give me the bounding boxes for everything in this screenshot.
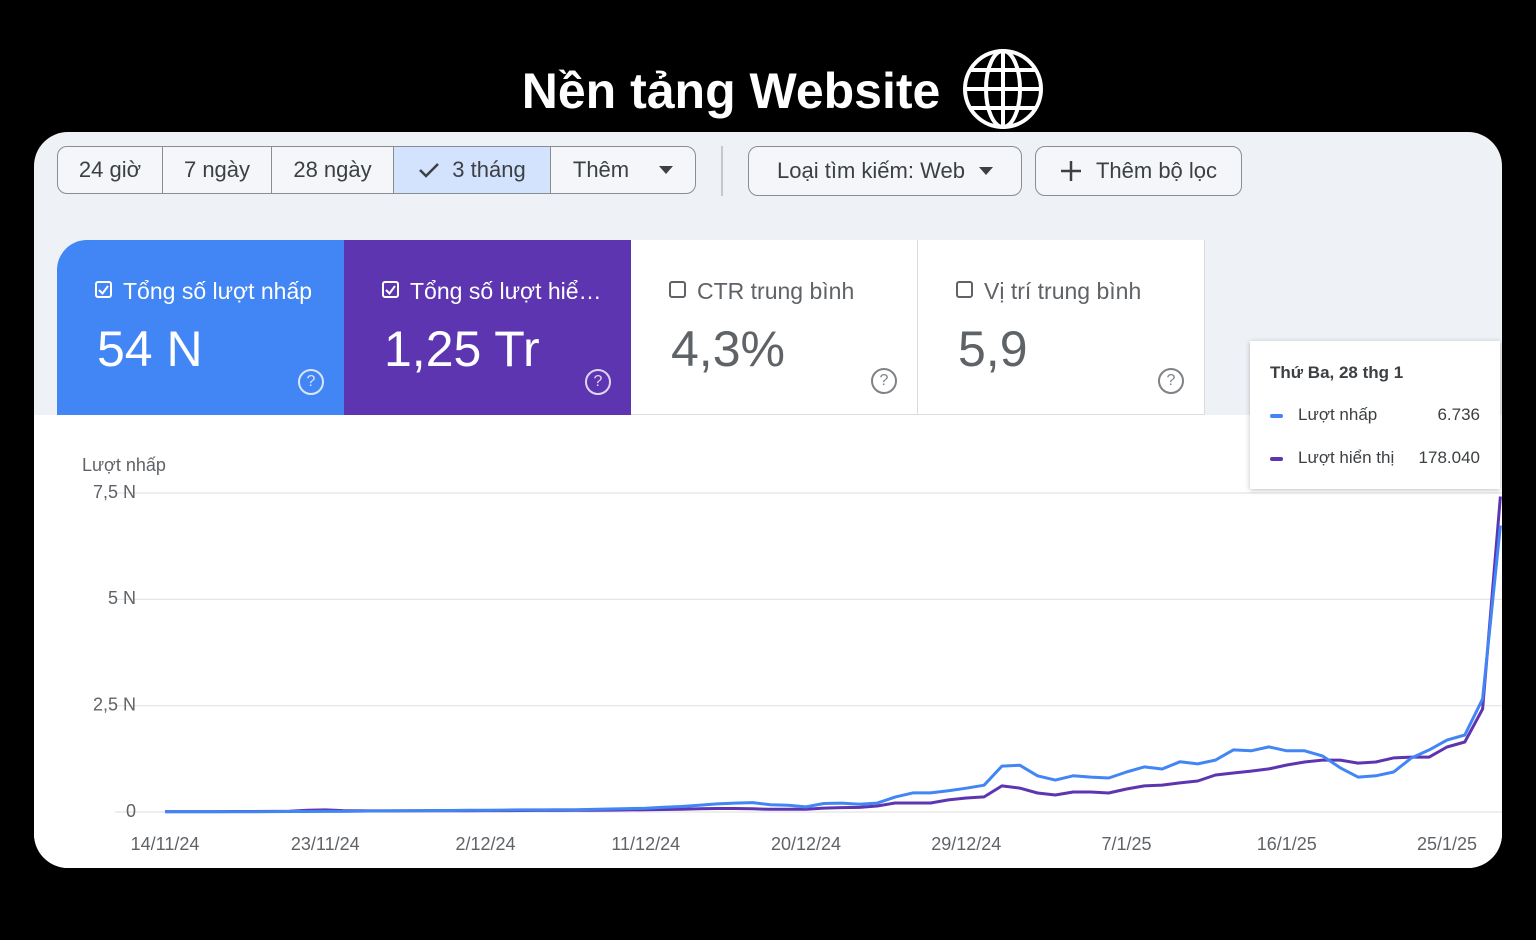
help-icon: ? (1158, 368, 1184, 394)
title-text: Nền tảng Website (521, 63, 941, 119)
legend-swatch (1270, 457, 1283, 461)
tooltip-value: 6.736 (1437, 405, 1480, 424)
metric-value: 5,9 (958, 321, 1028, 377)
x-tick-label: 16/1/25 (1257, 834, 1317, 854)
range-label: 28 ngày (293, 157, 372, 182)
metric-label: Vị trí trung bình (984, 278, 1142, 304)
y-tick-label: 7,5 N (93, 482, 136, 502)
help-icon: ? (298, 369, 324, 395)
y-tick-label: 0 (126, 801, 136, 821)
range-option[interactable]: 7 ngày (162, 146, 272, 194)
line (165, 496, 1502, 814)
x-tick-label: 29/12/24 (931, 834, 1001, 854)
caret (978, 167, 993, 175)
button-label: Thêm bộ lọc (1095, 158, 1218, 183)
check-icon (419, 163, 440, 178)
metric-card[interactable]: Vị trí trung bình 5,9? (918, 240, 1205, 415)
metric-value: 54 N (97, 321, 203, 377)
range-option[interactable]: 3 tháng (393, 146, 551, 194)
help-icon: ? (585, 369, 611, 395)
x-tick-label: 11/12/24 (611, 834, 680, 854)
check-icon (98, 285, 109, 296)
metric-label: CTR trung bình (697, 278, 855, 304)
button-label: Loại tìm kiếm: Web (777, 158, 965, 183)
legend-label: Lượt nhấp (1298, 405, 1378, 424)
divider (721, 146, 723, 196)
range-label: 7 ngày (183, 157, 251, 182)
tooltip-value: 178.040 (1418, 448, 1480, 467)
metric-value: 1,25 Tr (384, 321, 540, 377)
chart-area (34, 415, 1502, 868)
metric-card[interactable]: CTR trung bình 4,3%? (631, 240, 918, 415)
metric-label: Tổng số lượt nhấp (123, 278, 313, 304)
checkbox (956, 281, 973, 298)
x-tick-label: 25/1/25 (1417, 834, 1477, 854)
y-tick-label: 5 N (108, 588, 136, 608)
metric-card[interactable]: Tổng số lượt hiể… 1,25 Tr? (344, 240, 631, 415)
range-option[interactable]: 24 giờ (57, 146, 163, 194)
line (165, 525, 1502, 814)
legend-swatch (1270, 414, 1283, 418)
x-tick-label: 2/12/24 (455, 834, 515, 854)
tooltip-title: Thứ Ba, 28 thg 1 (1270, 363, 1404, 382)
check-icon (385, 285, 396, 296)
tooltip: Thứ Ba, 28 thg 1 Lượt nhấp 6.736 Lượt hiển… (1250, 341, 1500, 489)
y-tick-label: 2,5 N (93, 694, 136, 714)
y-axis-label: Lượt nhấp (82, 455, 166, 475)
globe-icon (963, 49, 1044, 129)
checkbox (95, 281, 112, 298)
x-tick-label: 23/11/24 (291, 834, 360, 854)
metric-label: Tổng số lượt hiể… (410, 278, 602, 304)
plus-icon (1060, 161, 1081, 181)
x-tick-label: 7/1/25 (1101, 834, 1151, 854)
metric-card[interactable]: Tổng số lượt nhấp 54 N? (57, 240, 344, 415)
page-title: Nền tảng Website (0, 48, 1536, 130)
checkbox (669, 281, 686, 298)
help-icon: ? (871, 368, 897, 394)
legend-label: Lượt hiển thị (1298, 448, 1395, 467)
range-label: Thêm (572, 157, 630, 182)
metric-value: 4,3% (671, 321, 785, 377)
range-option[interactable]: 28 ngày (271, 146, 394, 194)
caret (659, 166, 674, 174)
range-label: 24 giờ (78, 157, 142, 182)
range-label: 3 tháng (452, 157, 526, 182)
checkbox (382, 281, 399, 298)
add-filter-button[interactable]: Thêm bộ lọc (1035, 146, 1242, 196)
x-tick-label: 14/11/24 (131, 834, 200, 854)
search-type-button[interactable]: Loại tìm kiếm: Web (748, 146, 1022, 196)
range-option[interactable]: Thêm (550, 146, 696, 194)
x-tick-label: 20/12/24 (771, 834, 841, 854)
